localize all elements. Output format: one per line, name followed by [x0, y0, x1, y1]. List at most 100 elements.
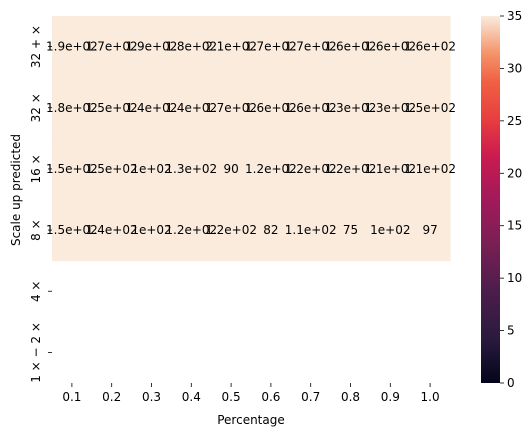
colorbar-tick-label: 0: [507, 376, 515, 390]
heatmap-cell: [52, 199, 93, 262]
heatmap-cell: [91, 77, 133, 139]
cell-value-label: 1.3e+02: [325, 101, 377, 115]
x-tick-label: 0.1: [62, 390, 81, 404]
heatmap-cell: [370, 199, 411, 262]
cell-value-label: 1.2e+02: [325, 162, 377, 176]
heatmap-cell: [370, 138, 411, 200]
cell-value-label: 1.6e+02: [245, 101, 297, 115]
heatmap-cell: [370, 16, 411, 78]
cell-value-label: 1.4e+02: [126, 101, 178, 115]
cell-value-label: 1.6e+02: [364, 40, 416, 54]
colorbar-tick-label: 30: [507, 61, 522, 75]
x-tick-label: 0.7: [301, 390, 320, 404]
y-tick-label: 8 ×: [29, 219, 43, 241]
x-axis: 0.1 0.2 0.3 0.4 0.5 0.6 0.7 0.8 0.9 1.0: [62, 383, 440, 404]
cell-value-label: 1.7e+02: [285, 40, 337, 54]
y-tick-label: 32 + ×: [29, 25, 43, 68]
cell-value-label: 1.4e+02: [165, 101, 217, 115]
colorbar-tick-label: 15: [507, 219, 522, 233]
cell-value-label: 1.6e+02: [285, 101, 337, 115]
colorbar-tick-label: 5: [507, 324, 515, 338]
heatmap-cell: [171, 138, 212, 200]
cell-value-label: 1.2e+02: [245, 162, 297, 176]
cell-value-label: 97: [422, 223, 437, 237]
heatmap-cell: [410, 16, 451, 78]
colorbar-tick-label: 35: [507, 9, 522, 23]
y-tick-label: 16 ×: [29, 154, 43, 183]
heatmap-cell: [131, 138, 172, 200]
heatmap-cell: [330, 16, 371, 78]
cell-value-label: 1.5e+02: [46, 162, 98, 176]
heatmap-cell: [52, 16, 93, 78]
heatmap-cell: [251, 199, 292, 262]
cell-value-label: 1.7e+02: [86, 40, 138, 54]
cell-value-label: 1.9e+02: [46, 40, 98, 54]
colorbar: 0 5 10 15 20 25 30 35: [481, 9, 522, 390]
heatmap-cell: [290, 138, 332, 200]
heatmap-cell: [91, 138, 133, 200]
x-tick-label: 0.6: [261, 390, 280, 404]
cell-value-label: 1e+02: [131, 162, 171, 176]
cell-value-label: 1e+02: [370, 223, 410, 237]
y-axis-label: Scale up predicted: [9, 134, 23, 246]
heatmap-cell: [131, 16, 172, 78]
x-tick-label: 0.3: [142, 390, 161, 404]
heatmap-cell: [370, 77, 411, 139]
heatmap-cell: [211, 138, 252, 200]
cell-value-label: 1.4e+02: [86, 223, 138, 237]
heatmap-cell: [211, 77, 252, 139]
cell-value-label: 1.6e+02: [325, 40, 377, 54]
x-tick-label: 0.2: [102, 390, 121, 404]
x-tick-label: 0.8: [341, 390, 360, 404]
cell-value-label: 1.1e+02: [404, 162, 456, 176]
cell-value-label: 1.3e+02: [364, 101, 416, 115]
heatmap-cell: [211, 199, 252, 262]
cell-value-labels: 1.9e+021.7e+021.9e+021.8e+022.1e+021.7e+…: [46, 40, 456, 237]
heatmap-cell: [410, 77, 451, 139]
cell-value-label: 1.7e+02: [205, 101, 257, 115]
heatmap-cell: [330, 138, 371, 200]
cell-value-label: 1.8e+02: [46, 101, 98, 115]
colorbar-tick-label: 25: [507, 114, 522, 128]
heatmap-cell: [290, 77, 332, 139]
cell-value-label: 1.2e+02: [205, 223, 257, 237]
cell-value-label: 1e+02: [131, 223, 171, 237]
heatmap-cell: [91, 199, 133, 262]
colorbar-tick-label: 20: [507, 166, 522, 180]
cell-value-label: 1.5e+02: [46, 223, 98, 237]
heatmap-cell: [171, 16, 212, 78]
heatmap-cell: [52, 138, 93, 200]
heatmap-cell: [330, 199, 371, 262]
x-axis-label: Percentage: [217, 413, 285, 427]
x-tick-label: 0.4: [182, 390, 201, 404]
heatmap-cell: [131, 199, 172, 262]
heatmap-cell: [251, 77, 292, 139]
cell-value-label: 1.5e+02: [404, 101, 456, 115]
cell-value-label: 1.5e+02: [86, 162, 138, 176]
heatmap-cell: [251, 16, 292, 78]
y-axis: 32 + × 32 × 16 × 8 × 4 × 1 × − 2 ×: [29, 25, 52, 383]
x-tick-label: 1.0: [421, 390, 440, 404]
cell-value-label: 1.8e+02: [165, 40, 217, 54]
cell-value-label: 82: [263, 223, 278, 237]
heatmap-cell: [171, 199, 212, 262]
cell-value-label: 1.7e+02: [245, 40, 297, 54]
heatmap-cell: [91, 16, 133, 78]
cell-value-label: 2.1e+02: [205, 40, 257, 54]
cell-value-label: 1.9e+02: [126, 40, 178, 54]
heatmap-cell: [290, 16, 332, 78]
y-tick-label: 1 × − 2 ×: [29, 322, 43, 383]
cell-value-label: 1.1e+02: [364, 162, 416, 176]
heatmap-cell: [131, 77, 172, 139]
heatmap-cell: [290, 199, 332, 262]
heatmap-cell: [410, 138, 451, 200]
heatmap-cell: [211, 16, 252, 78]
cell-value-label: 1.2e+02: [165, 223, 217, 237]
cell-value-label: 1.2e+02: [285, 162, 337, 176]
y-tick-label: 4 ×: [29, 280, 43, 302]
y-tick-label: 32 ×: [29, 93, 43, 122]
x-tick-label: 0.5: [222, 390, 241, 404]
cell-value-label: 1.3e+02: [165, 162, 217, 176]
x-tick-label: 0.9: [381, 390, 400, 404]
